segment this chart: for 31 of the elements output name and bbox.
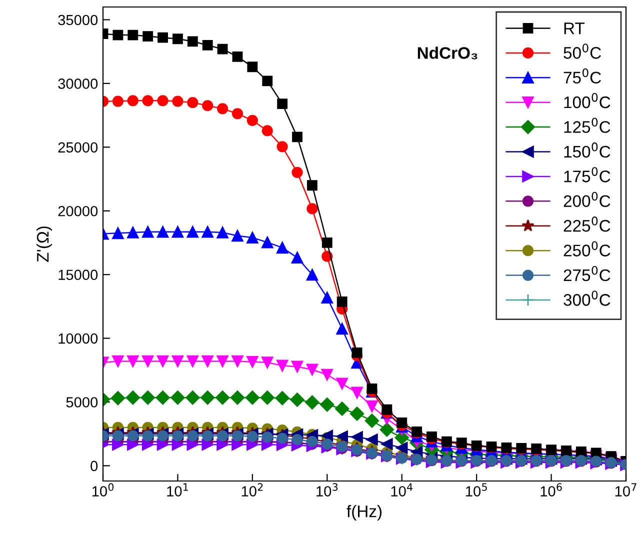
y-tick-label: 5000 [66, 397, 98, 408]
y-axis-title: Z'(Ω) [36, 226, 52, 262]
legend-label: 300$^{0}$C [564, 290, 610, 306]
legend-label: 50$^{0}$C [564, 44, 601, 59]
y-tick-label: 20000 [58, 206, 98, 216]
y-tick-label: 10000 [58, 333, 98, 344]
y-tick-label: 25000 [58, 142, 98, 153]
y-tick-label: 15000 [58, 270, 98, 280]
x-tick-label: 10$^{5}$ [466, 483, 487, 496]
legend-label: 200$^{0}$C [564, 192, 610, 208]
x-axis-title: f(Hz) [346, 505, 382, 521]
x-tick-label: 10$^{6}$ [540, 483, 562, 496]
y-tick-label: 30000 [58, 78, 98, 89]
legend-label: 175$^{0}$C [564, 167, 610, 182]
legend-label: 100$^{0}$C [564, 93, 610, 108]
x-tick-label: 10$^{1}$ [167, 483, 188, 496]
x-tick-label: 10$^{7}$ [615, 483, 636, 496]
y-tick-label: 35000 [58, 14, 98, 26]
x-tick-label: 10$^{0}$ [92, 483, 114, 496]
annotation: NdCrO₃ [418, 46, 478, 60]
x-tick-label: 10$^{2}$ [242, 483, 263, 496]
x-tick-label: 10$^{4}$ [391, 483, 412, 496]
legend-label: 125$^{0}$C [564, 118, 610, 133]
legend-label: 150$^{0}$C [564, 142, 610, 158]
y-tick-label: 0 [90, 460, 98, 472]
legend-label: 275$^{0}$C [564, 266, 610, 282]
legend-label: 225$^{0}$C [564, 216, 610, 232]
legend-label: RT [564, 22, 585, 34]
legend-label: 75$^{0}$C [564, 68, 601, 84]
x-tick-label: 10$^{3}$ [316, 483, 338, 496]
legend-label: 250$^{0}$C [564, 241, 610, 256]
